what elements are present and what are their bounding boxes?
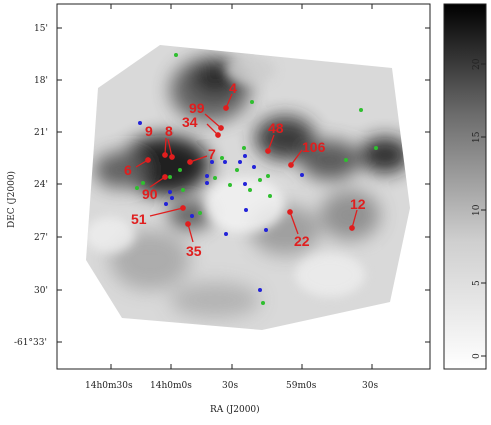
x-tick-label: 59m0s	[286, 381, 317, 391]
blue-marker	[168, 190, 172, 194]
blue-marker	[170, 196, 174, 200]
blue-marker	[138, 121, 142, 125]
blue-markers	[138, 121, 304, 292]
green-marker	[198, 211, 202, 215]
green-marker	[235, 168, 239, 172]
red-markers	[135, 93, 358, 243]
green-marker	[168, 175, 172, 179]
source-label-35: 35	[186, 243, 202, 259]
colorbar-tick-label: 5	[472, 280, 482, 286]
green-marker	[248, 188, 252, 192]
blue-marker	[244, 208, 248, 212]
source-label-34: 34	[182, 114, 198, 130]
blue-marker	[243, 182, 247, 186]
x-axis: 14h0m30s 14h0m0s 30s 59m0s 30s RA (J2000…	[85, 4, 378, 415]
green-marker	[181, 188, 185, 192]
x-axis-title: RA (J2000)	[210, 404, 260, 415]
y-tick-label: 27'	[34, 233, 48, 243]
blue-marker	[300, 173, 304, 177]
y-tick-label: 18'	[34, 76, 48, 86]
green-marker	[359, 108, 363, 112]
green-marker	[220, 156, 224, 160]
blue-marker	[164, 202, 168, 206]
blue-marker	[243, 154, 247, 158]
source-label-4: 4	[229, 80, 237, 96]
green-marker	[228, 183, 232, 187]
green-marker	[258, 178, 262, 182]
source-label-106: 106	[302, 139, 326, 155]
source-label-6: 6	[124, 162, 132, 178]
y-axis: 15' 18' 21' 24' 27' 30' -61°33' DEC (J20…	[6, 24, 430, 348]
green-markers	[135, 53, 378, 305]
colorbar: 0 5 10 15 20	[443, 3, 487, 370]
source-label-48: 48	[268, 120, 284, 136]
green-marker	[174, 53, 178, 57]
blue-marker	[205, 174, 209, 178]
green-marker	[213, 176, 217, 180]
green-marker	[250, 100, 254, 104]
y-tick-label: 24'	[34, 180, 48, 190]
colorbar-tick-label: 15	[472, 131, 482, 143]
y-tick-label: 30'	[34, 286, 48, 296]
source-label-8: 8	[165, 123, 173, 139]
x-tick-label: 30s	[222, 381, 238, 391]
source-label-99: 99	[189, 100, 205, 116]
x-tick-label: 14h0m0s	[150, 381, 192, 391]
source-label-9: 9	[145, 123, 153, 139]
grayscale-map	[86, 45, 410, 330]
y-tick-label: -61°33'	[14, 338, 47, 348]
blue-marker	[190, 214, 194, 218]
blue-marker	[224, 232, 228, 236]
source-label-12: 12	[350, 196, 366, 212]
blue-marker	[238, 160, 242, 164]
green-marker	[178, 168, 182, 172]
green-marker	[135, 186, 139, 190]
green-marker	[242, 146, 246, 150]
green-marker	[344, 158, 348, 162]
source-label-22: 22	[294, 233, 310, 249]
y-tick-label: 21'	[34, 128, 48, 138]
green-marker	[261, 301, 265, 305]
y-tick-label: 15'	[34, 24, 48, 34]
x-tick-label: 30s	[362, 381, 378, 391]
colorbar-tick-label: 20	[472, 58, 482, 70]
source-labels: 4 99 34 48 9 8 106 7 6 90 12 51 22 35	[124, 80, 366, 259]
source-label-90: 90	[142, 186, 158, 202]
source-label-51: 51	[131, 211, 147, 227]
colorbar-gradient	[443, 3, 487, 370]
y-axis-title: DEC (J2000)	[6, 171, 17, 228]
blue-marker	[210, 160, 214, 164]
blue-marker	[264, 228, 268, 232]
x-tick-label: 14h0m30s	[85, 381, 133, 391]
green-marker	[141, 181, 145, 185]
source-label-7: 7	[208, 146, 216, 162]
colorbar-tick-label: 10	[472, 204, 482, 216]
blue-marker	[223, 160, 227, 164]
green-marker	[268, 194, 272, 198]
blue-marker	[205, 181, 209, 185]
blue-marker	[252, 165, 256, 169]
blue-marker	[258, 288, 262, 292]
green-marker	[374, 146, 378, 150]
green-marker	[266, 174, 270, 178]
colorbar-tick-label: 0	[472, 353, 482, 359]
